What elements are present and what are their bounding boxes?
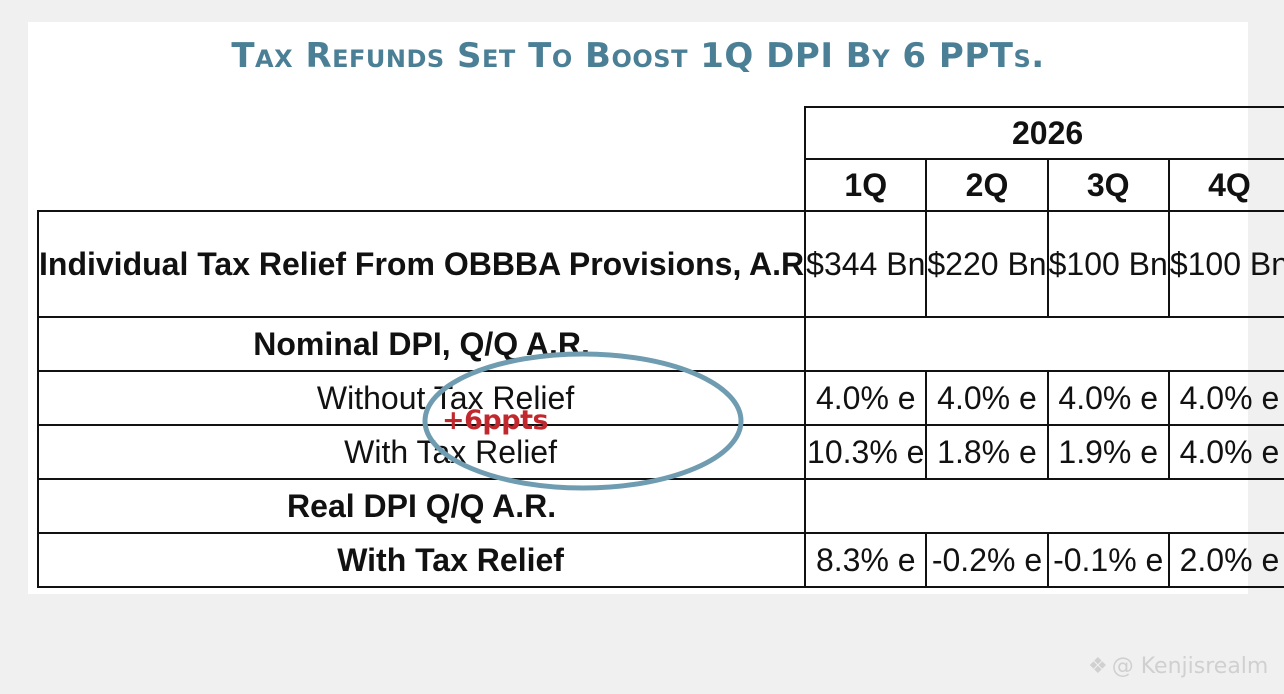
table-cell: 4.0% e: [1167, 370, 1284, 426]
slide: Tax Refunds Set To Boost 1Q DPI By 6 PPT…: [28, 22, 1284, 594]
corner-blank: [38, 107, 805, 159]
table-row: Nominal DPI, Q/Q A.R.: [36, 316, 1284, 372]
table-row: With Tax Relief 8.3% e -0.2% e -0.1% e 2…: [36, 532, 1284, 588]
table-cell: 4.0% e: [1167, 424, 1284, 480]
table-row: With Tax Relief 10.3% e 1.8% e 1.9% e 4.…: [36, 424, 1284, 480]
table-cell: 4.0% e: [804, 370, 928, 426]
column-header: 3Q: [1046, 158, 1170, 212]
row-label: Individual Tax Relief From OBBBA Provisi…: [36, 210, 807, 318]
row-label: With Tax Relief: [36, 532, 807, 588]
table-cell: 1.9% e: [1046, 424, 1170, 480]
table-cell: 10.3% e: [804, 424, 928, 480]
table-cell: 2.0% e: [1167, 532, 1284, 588]
table-cell: 4.0% e: [1046, 370, 1170, 426]
watermark-text: @ Kenjisrealm: [1111, 654, 1269, 679]
row-label: With Tax Relief: [36, 424, 807, 480]
table-cell: 4.0% e: [925, 370, 1049, 426]
table-cell: -0.2% e: [925, 532, 1049, 588]
table-cell: $344 Bn: [804, 210, 928, 318]
column-header: 4Q: [1167, 158, 1284, 212]
empty-cell: [804, 478, 1284, 534]
annotation-label: +6ppts: [442, 405, 549, 436]
table-cell: 8.3% e: [804, 532, 928, 588]
table-cell: -0.1% e: [1046, 532, 1170, 588]
table-cell: 1.8% e: [925, 424, 1049, 480]
diamond-logo-icon: ❖: [1088, 654, 1108, 679]
table-row: Without Tax Relief 4.0% e 4.0% e 4.0% e …: [36, 370, 1284, 426]
table-cell: $100 Bn: [1046, 210, 1170, 318]
empty-cell: [804, 316, 1284, 372]
corner-blank: [38, 159, 805, 211]
table-cell: $220 Bn: [925, 210, 1049, 318]
chart-title: Tax Refunds Set To Boost 1Q DPI By 6 PPT…: [231, 36, 1045, 76]
table-cell: $100 Bn: [1167, 210, 1284, 318]
column-header: 2Q: [925, 158, 1049, 212]
row-label: Real DPI Q/Q A.R.: [36, 478, 807, 534]
row-label: Without Tax Relief: [36, 370, 807, 426]
table-row: Individual Tax Relief From OBBBA Provisi…: [36, 210, 1284, 318]
column-header: 1Q: [804, 158, 928, 212]
row-label: Nominal DPI, Q/Q A.R.: [36, 316, 807, 372]
data-table: 2026 1Q 2Q 3Q 4Q Individual Tax Relief F…: [36, 106, 1284, 588]
table-row: Real DPI Q/Q A.R.: [36, 478, 1284, 534]
watermark: ❖ @ Kenjisrealm: [1088, 654, 1268, 679]
year-header: 2026: [804, 106, 1284, 160]
